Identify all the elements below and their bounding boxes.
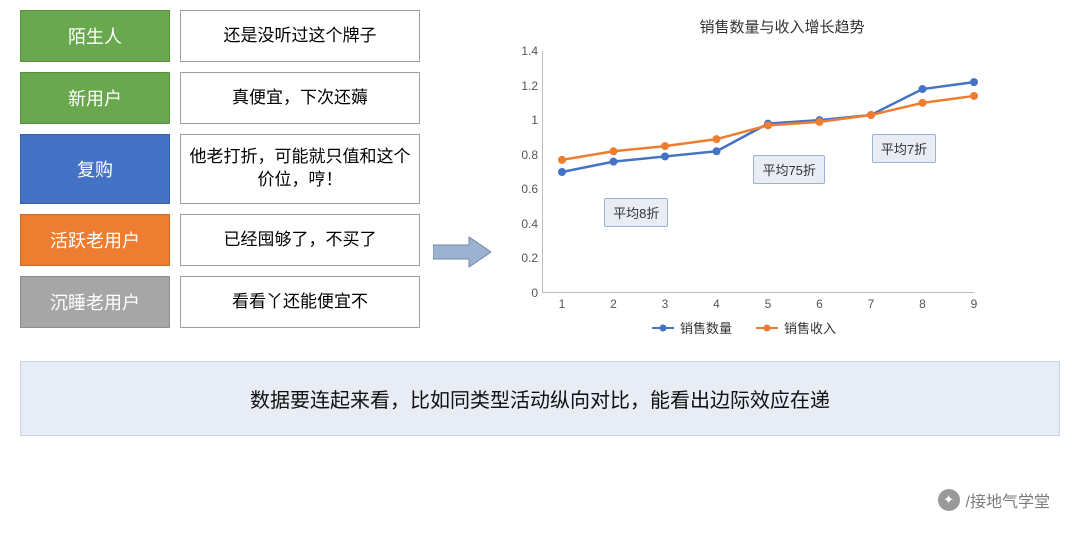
wechat-icon: ✦ (938, 489, 960, 511)
y-tick: 0.4 (504, 217, 538, 231)
x-tick: 4 (713, 297, 720, 311)
y-tick: 0.6 (504, 182, 538, 196)
data-point (713, 135, 721, 143)
user-tag: 陌生人 (20, 10, 170, 62)
main-layout: 陌生人还是没听过这个牌子新用户真便宜，下次还薅复购他老打折，可能就只值和这个价位… (20, 10, 1060, 343)
data-point (713, 147, 721, 155)
data-point (558, 168, 566, 176)
y-tick: 0 (504, 286, 538, 300)
data-point (867, 111, 875, 119)
data-point (558, 156, 566, 164)
legend-swatch (756, 327, 778, 329)
x-tick: 1 (559, 297, 566, 311)
user-row: 新用户真便宜，下次还薅 (20, 72, 420, 124)
legend-item: 销售数量 (652, 318, 732, 337)
data-point (764, 121, 772, 129)
user-quote: 他老打折，可能就只值和这个价位，哼！ (180, 134, 420, 204)
user-tag: 复购 (20, 134, 170, 204)
data-point (970, 78, 978, 86)
legend-swatch (652, 327, 674, 329)
user-tag: 沉睡老用户 (20, 276, 170, 328)
x-tick: 7 (868, 297, 875, 311)
chart-container: 销售数量与收入增长趋势 销售数量 销售收入 0 0.2 0.4 0.6 0.8 1 1.2 1.… (504, 10, 1060, 343)
chart-legend: 销售数量 销售收入 (504, 318, 984, 337)
data-point (919, 99, 927, 107)
user-row: 复购他老打折，可能就只值和这个价位，哼！ (20, 134, 420, 204)
legend-label: 销售收入 (784, 318, 836, 337)
user-type-list: 陌生人还是没听过这个牌子新用户真便宜，下次还薅复购他老打折，可能就只值和这个价位… (20, 10, 420, 328)
chart-callout: 平均7折 (872, 134, 936, 163)
user-quote: 真便宜，下次还薅 (180, 72, 420, 124)
watermark-text: /接地气学堂 (966, 488, 1050, 512)
user-quote: 还是没听过这个牌子 (180, 10, 420, 62)
data-point (816, 118, 824, 126)
data-point (610, 147, 618, 155)
watermark: ✦ /接地气学堂 (938, 488, 1050, 512)
chart-callout: 平均75折 (753, 155, 824, 184)
data-point (661, 142, 669, 150)
x-tick: 9 (971, 297, 978, 311)
x-tick: 3 (662, 297, 669, 311)
legend-item: 销售收入 (756, 318, 836, 337)
legend-label: 销售数量 (680, 318, 732, 337)
user-quote: 已经囤够了，不买了 (180, 214, 420, 266)
x-tick: 5 (765, 297, 772, 311)
data-point (610, 158, 618, 166)
user-row: 沉睡老用户看看丫还能便宜不 (20, 276, 420, 328)
data-point (661, 152, 669, 160)
line-chart: 销售数量 销售收入 0 0.2 0.4 0.6 0.8 1 1.2 1.4 1 2 3 4 5 6 7 8 9 平均… (504, 43, 984, 343)
y-tick: 1.4 (504, 44, 538, 58)
user-tag: 活跃老用户 (20, 214, 170, 266)
x-tick: 8 (919, 297, 926, 311)
chart-callout: 平均8折 (604, 198, 668, 227)
footer-note: 数据要连起来看，比如同类型活动纵向对比，能看出边际效应在递 (20, 361, 1060, 436)
arrow-icon (432, 235, 492, 269)
data-point (970, 92, 978, 100)
x-tick: 2 (610, 297, 617, 311)
data-point (919, 85, 927, 93)
user-row: 陌生人还是没听过这个牌子 (20, 10, 420, 62)
chart-title: 销售数量与收入增长趋势 (504, 16, 1060, 37)
y-tick: 1 (504, 113, 538, 127)
user-tag: 新用户 (20, 72, 170, 124)
x-tick: 6 (816, 297, 823, 311)
y-tick: 0.2 (504, 251, 538, 265)
y-tick: 0.8 (504, 148, 538, 162)
user-quote: 看看丫还能便宜不 (180, 276, 420, 328)
user-row: 活跃老用户已经囤够了，不买了 (20, 214, 420, 266)
y-tick: 1.2 (504, 79, 538, 93)
